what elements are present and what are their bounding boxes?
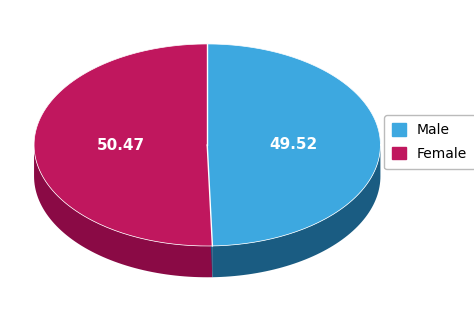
Polygon shape [207,44,381,246]
Text: 49.52: 49.52 [270,137,318,152]
Polygon shape [34,44,212,246]
Polygon shape [34,145,212,277]
Text: 50.47: 50.47 [97,138,145,153]
Legend: Male, Female: Male, Female [384,115,474,169]
Polygon shape [207,145,212,277]
Polygon shape [212,145,381,277]
